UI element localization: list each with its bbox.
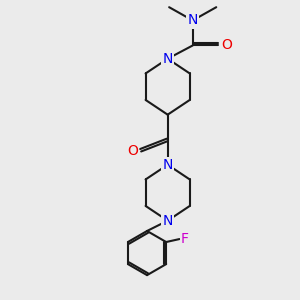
Text: O: O <box>221 38 232 52</box>
Text: N: N <box>163 52 173 66</box>
Text: N: N <box>163 158 173 172</box>
Text: F: F <box>181 232 189 246</box>
Text: N: N <box>163 214 173 228</box>
Text: N: N <box>188 14 198 27</box>
Text: O: O <box>127 145 138 158</box>
